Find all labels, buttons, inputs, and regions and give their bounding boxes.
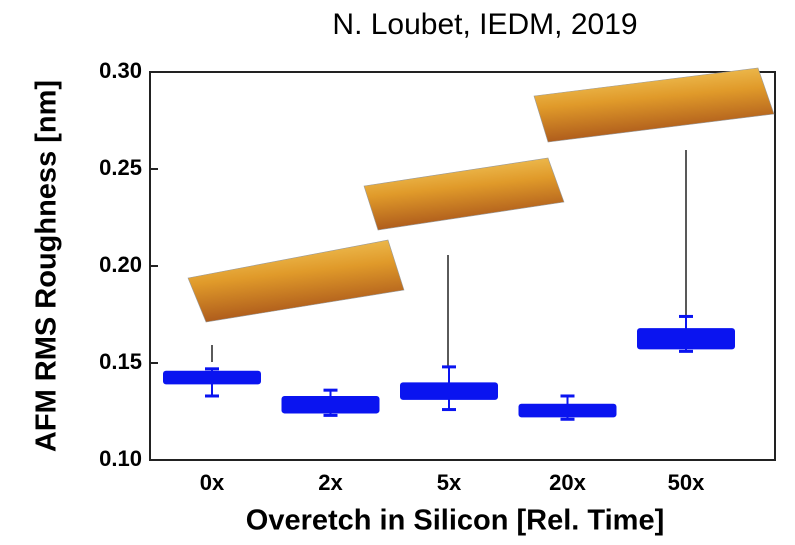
x-tick-label: 0x (200, 470, 225, 495)
afm-image (534, 68, 774, 142)
x-tick-label: 20x (549, 470, 586, 495)
x-tick-label: 50x (668, 470, 705, 495)
chart-title: N. Loubet, IEDM, 2019 (332, 8, 637, 41)
x-tick-label: 5x (437, 470, 462, 495)
afm-image (364, 158, 564, 230)
x-tick-label: 2x (318, 470, 343, 495)
y-tick-label: 0.20 (99, 252, 142, 277)
y-tick-label: 0.15 (99, 349, 142, 374)
box (400, 382, 498, 399)
y-axis-label: AFM RMS Roughness [nm] (31, 80, 63, 452)
y-tick-label: 0.25 (99, 155, 142, 180)
plot-frame (150, 72, 775, 460)
afm-image (188, 240, 404, 322)
x-axis-label: Overetch in Silicon [Rel. Time] (246, 505, 664, 537)
y-tick-label: 0.30 (99, 58, 142, 83)
y-tick-label: 0.10 (99, 446, 142, 471)
chart: N. Loubet, IEDM, 2019 AFM RMS Roughness … (0, 0, 795, 545)
